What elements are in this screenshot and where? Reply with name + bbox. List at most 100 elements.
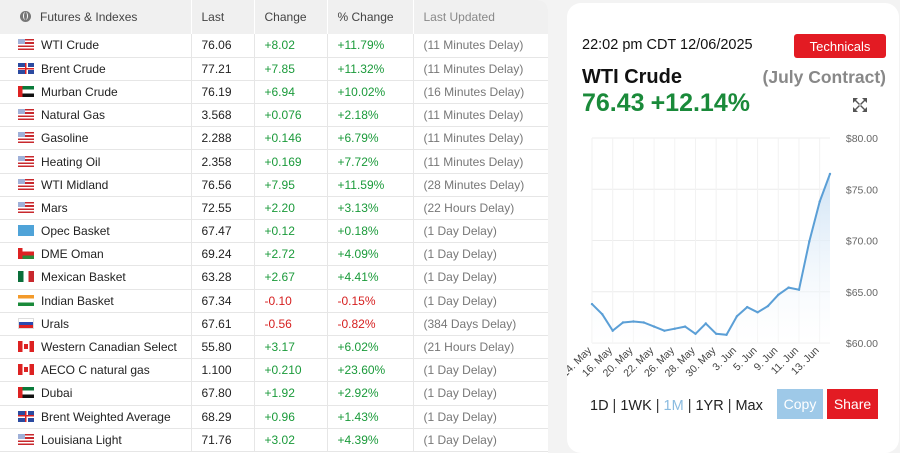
table-row[interactable]: Brent Crude 77.21 +7.85 +11.32% (11 Minutes … — [0, 57, 548, 81]
data-point — [694, 332, 697, 335]
row-last: 2.358 — [191, 149, 255, 174]
technicals-button[interactable]: Technicals — [794, 34, 886, 58]
row-name-cell[interactable]: Western Canadian Select — [0, 335, 192, 359]
row-name[interactable]: Heating Oil — [41, 154, 101, 169]
row-name[interactable]: Indian Basket — [41, 293, 114, 308]
table-row[interactable]: Louisiana Light 71.76 +3.02 +4.39% (1 Day De… — [0, 428, 548, 452]
table-row[interactable]: Western Canadian Select 55.80 +3.17 +6.02% (… — [0, 335, 548, 359]
row-name[interactable]: Western Canadian Select — [41, 340, 177, 355]
row-name[interactable]: Mexican Basket — [41, 270, 126, 285]
row-updated: (21 Hours Delay) — [423, 340, 515, 355]
header-last[interactable]: Last — [191, 0, 255, 34]
row-last: 76.06 — [191, 34, 255, 58]
expand-icon[interactable] — [851, 96, 869, 114]
share-button[interactable]: Share — [827, 389, 878, 419]
table-row[interactable]: Opec Basket 67.47 +0.12 +0.18% (1 Day Delay) — [0, 219, 548, 243]
row-pct-change: +11.59% — [327, 173, 414, 197]
row-name-cell[interactable]: WTI Midland — [0, 173, 192, 197]
row-updated: (22 Hours Delay) — [423, 200, 515, 215]
row-name-cell[interactable]: Heating Oil — [0, 149, 192, 174]
row-updated: (1 Day Delay) — [423, 293, 497, 308]
row-change: +0.96 — [254, 405, 328, 429]
row-change: +2.72 — [254, 242, 328, 266]
table-header-row: Futures & Indexes Last Change % Change L… — [0, 0, 548, 34]
header-last-updated: Last Updated — [413, 0, 548, 34]
row-name-cell[interactable]: WTI Crude — [0, 34, 192, 58]
row-name-cell[interactable]: Gasoline — [0, 126, 192, 150]
data-point — [746, 305, 749, 309]
row-last: 77.21 — [191, 57, 255, 81]
globe-icon — [20, 11, 31, 22]
row-name-cell[interactable]: Urals — [0, 312, 192, 336]
table-row[interactable]: Heating Oil 2.358 +0.169 +7.72% (11 Minutes … — [0, 149, 548, 174]
copy-button[interactable]: Copy — [777, 389, 823, 419]
table-row[interactable]: Natural Gas 3.568 +0.076 +2.18% (11 Minutes … — [0, 103, 548, 127]
row-name-cell[interactable]: AECO C natural gas — [0, 358, 192, 382]
row-name-cell[interactable]: Mars — [0, 196, 192, 220]
row-name[interactable]: Natural Gas — [41, 108, 106, 123]
range-1d[interactable]: 1D — [590, 398, 609, 414]
row-name-cell[interactable]: Brent Crude — [0, 57, 192, 81]
contract-label: (July Contract) — [762, 67, 886, 87]
row-name[interactable]: Gasoline — [41, 131, 89, 146]
data-point — [715, 332, 718, 335]
row-name-cell[interactable]: Mexican Basket — [0, 265, 192, 290]
flag-ae-icon — [18, 387, 34, 399]
futures-table-panel: Futures & Indexes Last Change % Change L… — [0, 0, 548, 453]
row-updated: (1 Day Delay) — [423, 247, 497, 262]
row-name[interactable]: Dubai — [41, 386, 73, 401]
range-1wk[interactable]: 1WK — [620, 398, 652, 414]
row-name-cell[interactable]: DME Oman — [0, 242, 192, 266]
row-pct-change: +11.79% — [327, 34, 414, 58]
header-pct-change[interactable]: % Change — [327, 0, 414, 34]
row-name[interactable]: Brent Weighted Average — [41, 409, 171, 424]
row-name[interactable]: WTI Crude — [41, 38, 100, 53]
table-row[interactable]: WTI Crude 76.06 +8.02 +11.79% (11 Minutes De… — [0, 34, 548, 58]
row-last: 2.288 — [191, 126, 255, 150]
header-futures-indexes[interactable]: Futures & Indexes — [0, 0, 192, 34]
row-updated: (1 Day Delay) — [423, 432, 497, 447]
row-updated: (11 Minutes Delay) — [423, 38, 524, 53]
row-name[interactable]: Mars — [41, 200, 68, 215]
row-name-cell[interactable]: Murban Crude — [0, 80, 192, 104]
flag-om-icon — [18, 248, 34, 260]
row-name[interactable]: Urals — [41, 316, 70, 331]
table-row[interactable]: WTI Midland 76.56 +7.95 +11.59% (28 Minutes … — [0, 173, 548, 197]
header-change[interactable]: Change — [254, 0, 328, 34]
row-last: 71.76 — [191, 428, 255, 452]
row-name-cell[interactable]: Indian Basket — [0, 289, 192, 313]
table-row[interactable]: Mexican Basket 63.28 +2.67 +4.41% (1 Day Del… — [0, 265, 548, 290]
row-name[interactable]: Opec Basket — [41, 224, 110, 239]
flag-gb-icon — [18, 62, 34, 74]
row-name-cell[interactable]: Natural Gas — [0, 103, 192, 127]
row-name-cell[interactable]: Opec Basket — [0, 219, 192, 243]
row-name[interactable]: WTI Midland — [41, 177, 109, 192]
range-1yr[interactable]: 1YR — [695, 398, 724, 414]
table-row[interactable]: Murban Crude 76.19 +6.94 +10.02% (16 Minutes… — [0, 80, 548, 104]
price-line-series — [591, 173, 831, 336]
table-row[interactable]: Dubai 67.80 +1.92 +2.92% (1 Day Delay) — [0, 381, 548, 405]
row-name-cell[interactable]: Dubai — [0, 381, 192, 405]
row-name[interactable]: Murban Crude — [41, 84, 118, 99]
table-row[interactable]: Gasoline 2.288 +0.146 +6.79% (11 Minutes Del… — [0, 126, 548, 150]
table-row[interactable]: Indian Basket 67.34 -0.10 -0.15% (1 Day Dela… — [0, 289, 548, 313]
row-name-cell[interactable]: Louisiana Light — [0, 428, 192, 452]
row-name[interactable]: Louisiana Light — [41, 432, 122, 447]
table-row[interactable]: DME Oman 69.24 +2.72 +4.09% (1 Day Delay) — [0, 242, 548, 266]
y-tick-label: $60.00 — [846, 338, 878, 350]
row-name[interactable]: AECO C natural gas — [41, 363, 150, 378]
table-row[interactable]: AECO C natural gas 1.100 +0.210 +23.60% (1 D… — [0, 358, 548, 382]
data-point — [704, 322, 707, 325]
table-row[interactable]: Brent Weighted Average 68.29 +0.96 +1.43% (1… — [0, 405, 548, 429]
flag-ca-icon — [18, 364, 34, 376]
row-change: +7.85 — [254, 57, 328, 81]
range-1m[interactable]: 1M — [663, 398, 684, 414]
range-max[interactable]: Max — [735, 398, 763, 414]
row-name[interactable]: DME Oman — [41, 247, 104, 262]
data-point — [787, 286, 790, 289]
row-name-cell[interactable]: Brent Weighted Average — [0, 405, 192, 429]
table-row[interactable]: Urals 67.61 -0.56 -0.82% (384 Days Delay) — [0, 312, 548, 336]
row-name[interactable]: Brent Crude — [41, 61, 106, 76]
table-row[interactable]: Mars 72.55 +2.20 +3.13% (22 Hours Delay) — [0, 196, 548, 220]
